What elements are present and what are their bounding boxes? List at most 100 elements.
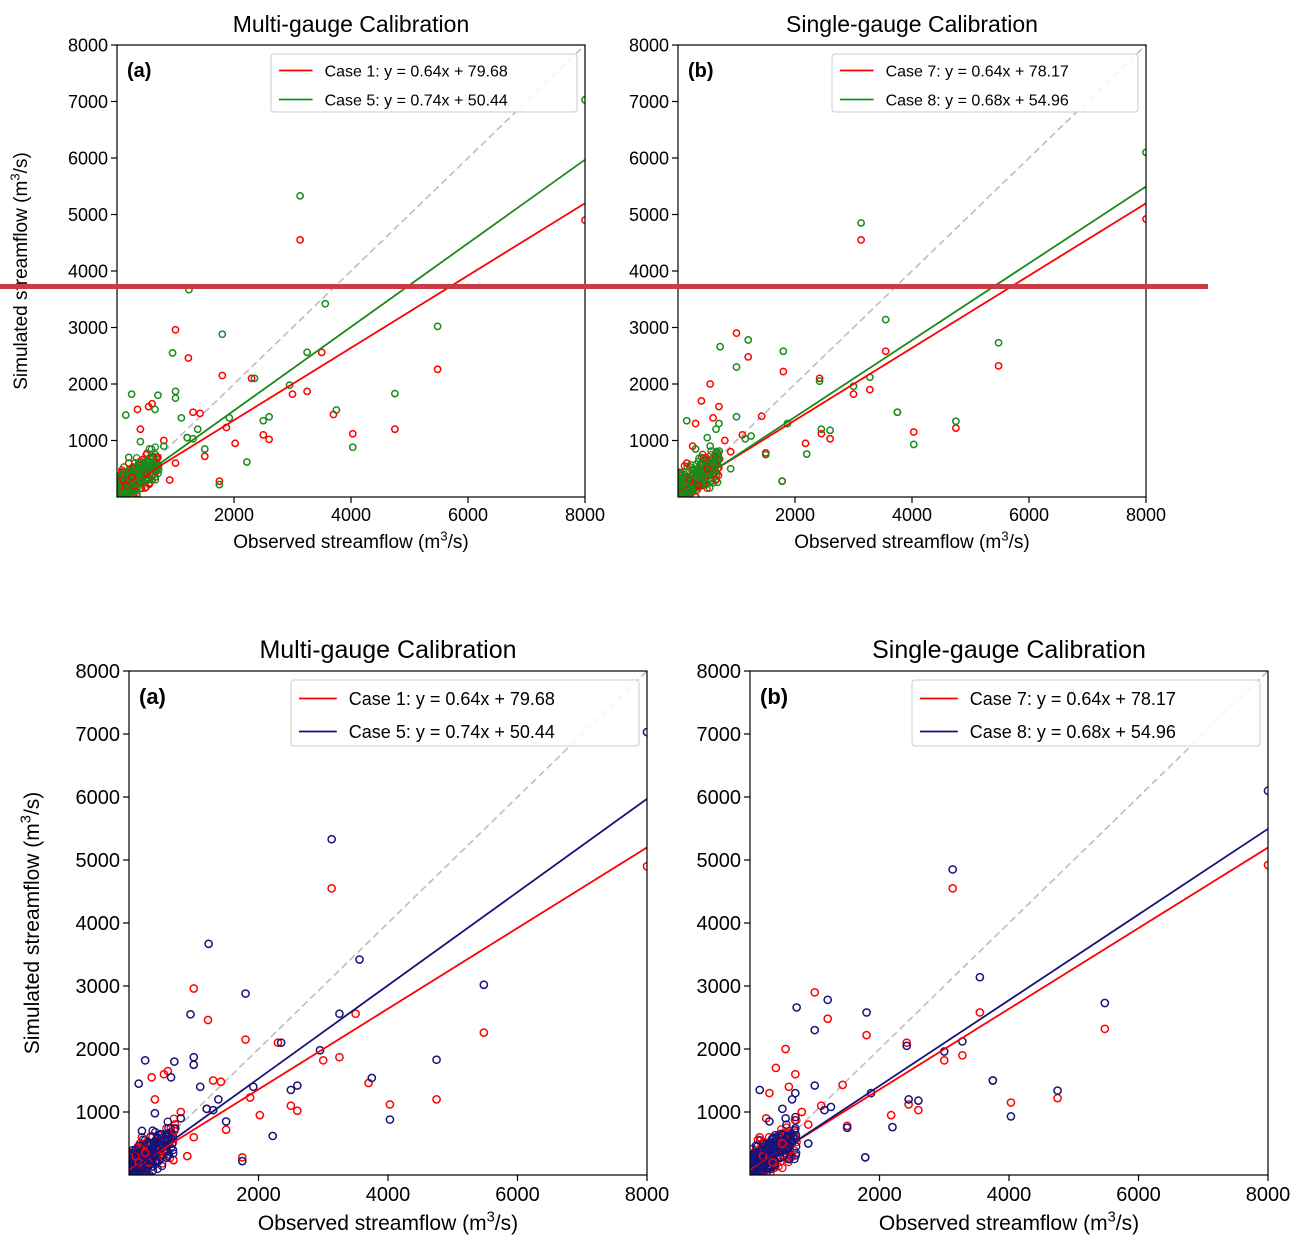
data-point bbox=[276, 1038, 286, 1048]
data-point bbox=[726, 447, 735, 456]
data-point bbox=[765, 1088, 774, 1098]
x-tick-label: 2000 bbox=[236, 1184, 281, 1206]
data-point bbox=[168, 349, 177, 357]
chart-panel-2: 2000 4000 6000 8000 1000 2000 3000 4000 5000 6000… bbox=[629, 11, 1166, 553]
data-point bbox=[367, 1073, 377, 1083]
data-point bbox=[385, 1100, 395, 1109]
chart-title: Single-gauge Calibration bbox=[872, 636, 1146, 664]
series-2-points bbox=[682, 148, 1146, 490]
data-point bbox=[136, 425, 145, 434]
data-point bbox=[169, 1057, 179, 1066]
legend-box bbox=[270, 53, 578, 113]
data-point bbox=[144, 1161, 153, 1170]
data-point bbox=[385, 1115, 395, 1124]
x-axis-label: Observed streamflow (m3/s) bbox=[794, 528, 1029, 553]
data-point bbox=[886, 1110, 896, 1120]
cluster-point bbox=[145, 1170, 154, 1175]
data-point bbox=[904, 1095, 913, 1104]
data-point bbox=[761, 1145, 771, 1155]
data-point bbox=[823, 995, 833, 1005]
data-point bbox=[315, 1045, 325, 1055]
data-point bbox=[285, 381, 294, 390]
data-point bbox=[186, 1010, 195, 1019]
cluster-point bbox=[715, 447, 724, 455]
data-point bbox=[857, 219, 866, 227]
y-tick-label: 3000 bbox=[68, 318, 108, 338]
cluster-point bbox=[696, 460, 704, 469]
y-tick-label: 1000 bbox=[68, 431, 108, 451]
series-2-points bbox=[118, 95, 585, 493]
data-point bbox=[265, 435, 274, 444]
data-point bbox=[208, 1105, 218, 1115]
data-point bbox=[747, 432, 756, 440]
data-point bbox=[948, 884, 958, 893]
data-point bbox=[862, 1008, 871, 1017]
x-tick-label: 6000 bbox=[495, 1184, 540, 1206]
cluster-point bbox=[750, 1156, 757, 1165]
data-point bbox=[826, 426, 834, 435]
legend-entry: Case 1: y = 0.64x + 79.68 bbox=[325, 63, 508, 80]
cluster-point bbox=[149, 452, 158, 461]
data-point bbox=[732, 412, 741, 421]
cluster-point bbox=[705, 484, 714, 492]
data-point bbox=[939, 1055, 949, 1065]
series-2-points bbox=[131, 727, 647, 1170]
data-point bbox=[1006, 1112, 1016, 1121]
regression-line-2 bbox=[750, 828, 1268, 1173]
data-point bbox=[802, 450, 811, 458]
data-point bbox=[642, 727, 647, 737]
data-point bbox=[237, 1156, 247, 1166]
data-point bbox=[691, 445, 700, 453]
data-point bbox=[988, 1076, 998, 1085]
identity-line bbox=[678, 45, 1146, 497]
data-point bbox=[771, 1063, 781, 1073]
y-tick-label: 1000 bbox=[697, 1102, 742, 1124]
panel-label: (b) bbox=[688, 60, 714, 82]
x-tick-label: 2000 bbox=[214, 505, 254, 525]
data-point bbox=[479, 1028, 489, 1037]
legend-entry: Case 8: y = 0.68x + 54.96 bbox=[970, 722, 1176, 742]
data-point bbox=[332, 406, 341, 414]
data-point bbox=[259, 416, 268, 425]
data-point bbox=[706, 380, 715, 388]
data-point bbox=[130, 484, 139, 493]
data-point bbox=[327, 884, 337, 893]
data-point bbox=[134, 1079, 144, 1089]
data-point bbox=[975, 1008, 985, 1017]
panel-label: (a) bbox=[139, 684, 166, 709]
data-point bbox=[171, 459, 180, 468]
cluster-point bbox=[755, 1136, 765, 1145]
data-point bbox=[137, 1132, 147, 1142]
y-tick-label: 7000 bbox=[76, 724, 121, 746]
legend: Case 1: y = 0.64x + 79.68 Case 5: y = 0.7… bbox=[270, 53, 578, 113]
cluster-point bbox=[151, 475, 160, 484]
data-point bbox=[241, 1035, 250, 1044]
data-point bbox=[914, 1096, 923, 1106]
data-point bbox=[348, 429, 357, 438]
data-point bbox=[255, 1110, 265, 1120]
data-point bbox=[857, 236, 866, 244]
axes-frame bbox=[128, 670, 648, 1176]
cluster-point bbox=[152, 1133, 162, 1142]
plot-area bbox=[750, 671, 1268, 1175]
data-point bbox=[151, 405, 159, 414]
regression-line-2 bbox=[678, 185, 1146, 495]
cluster-point bbox=[117, 491, 126, 497]
regression-line-2 bbox=[129, 798, 647, 1173]
y-tick-label: 1000 bbox=[76, 1102, 121, 1124]
series-1-points bbox=[755, 860, 1268, 1167]
horizontal-divider-line bbox=[0, 284, 1208, 289]
data-point bbox=[703, 464, 712, 473]
cluster-point bbox=[129, 1170, 138, 1175]
data-point bbox=[778, 477, 787, 486]
y-tick-label: 1000 bbox=[629, 431, 669, 451]
cluster-point bbox=[117, 475, 123, 484]
x-tick-label: 8000 bbox=[1246, 1184, 1291, 1206]
cluster-point bbox=[751, 1141, 761, 1150]
cluster-point bbox=[788, 1132, 798, 1142]
data-point bbox=[790, 1069, 800, 1079]
data-point bbox=[127, 473, 136, 482]
data-point bbox=[140, 1148, 150, 1158]
data-point bbox=[893, 408, 902, 417]
data-point bbox=[218, 330, 227, 339]
